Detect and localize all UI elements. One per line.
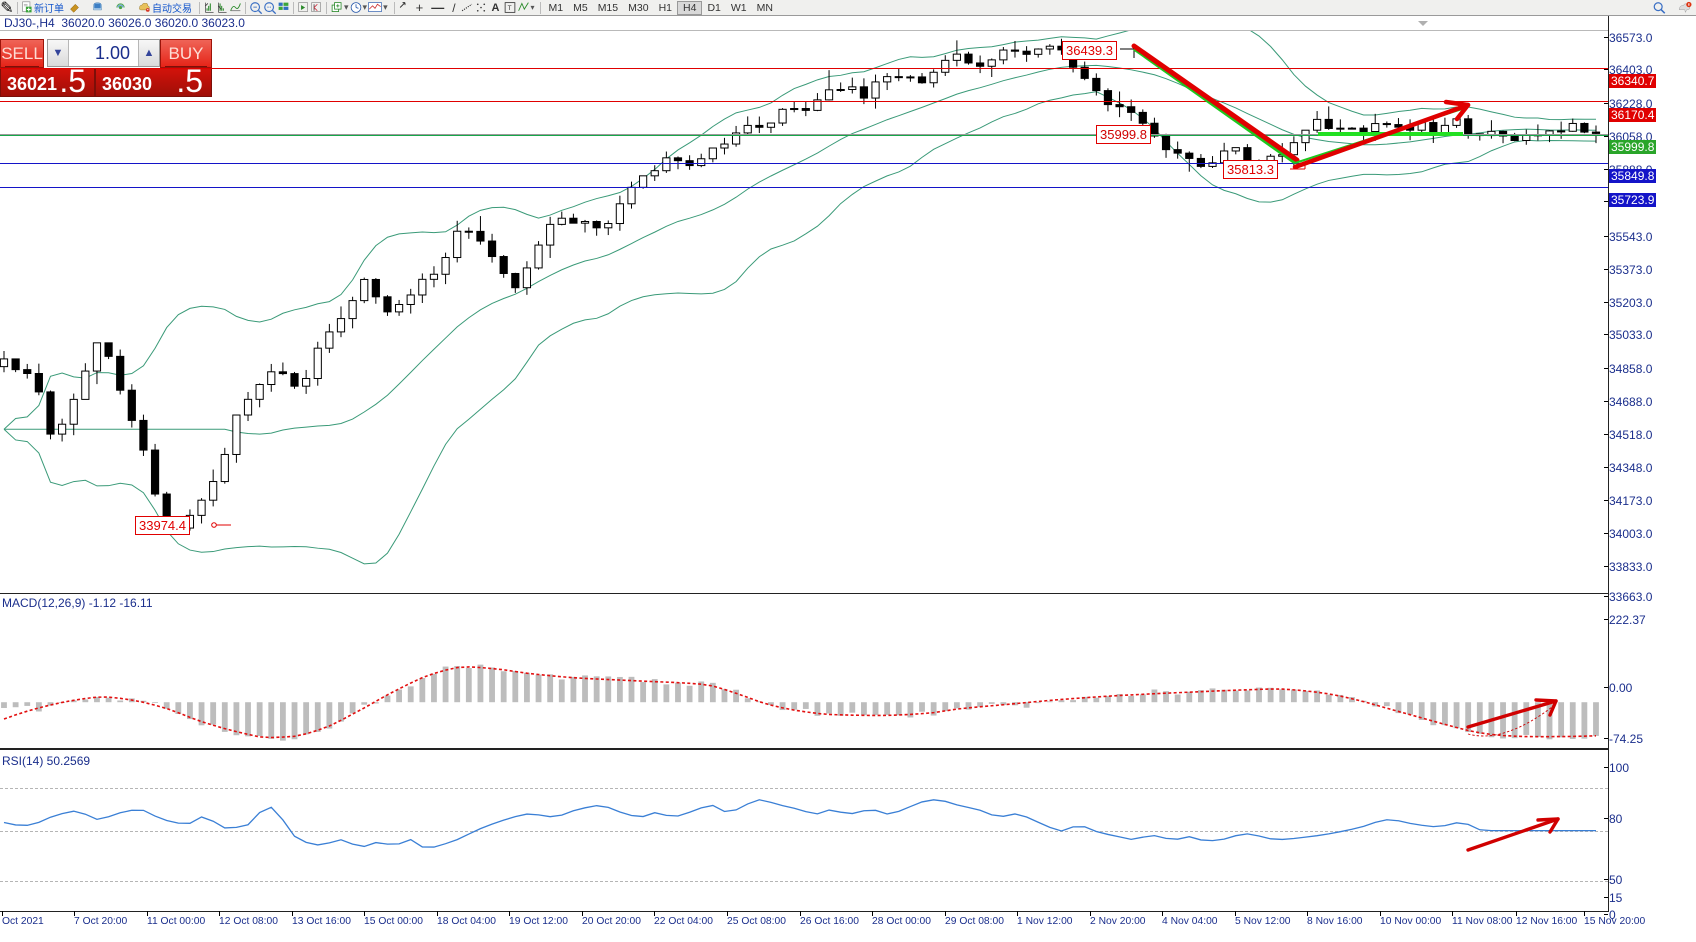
svg-text:T: T xyxy=(508,5,512,12)
